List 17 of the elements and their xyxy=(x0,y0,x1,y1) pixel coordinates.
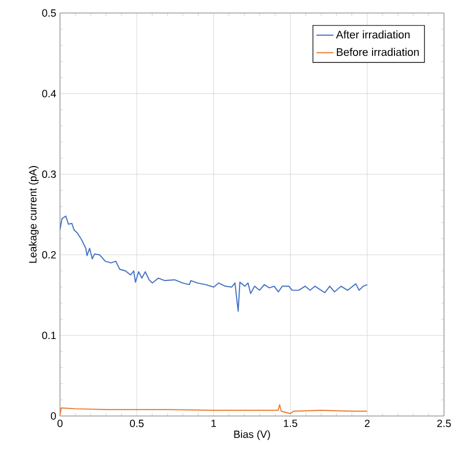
x-tick-label: 1 xyxy=(211,420,216,427)
y-tick-label: 0.3 xyxy=(42,170,56,178)
y-tick-label: 0.5 xyxy=(42,9,56,17)
y-tick-label: 0.4 xyxy=(42,90,56,98)
y-tick-label: 0 xyxy=(50,412,56,420)
x-tick-label: 0 xyxy=(57,420,62,428)
line-series xyxy=(60,216,368,312)
x-axis-title: Bias (V) xyxy=(234,430,270,440)
legend-label: Before irradiation xyxy=(336,48,419,56)
x-tick-label: 1.5 xyxy=(284,420,298,427)
x-tick-label: 2.5 xyxy=(437,420,451,428)
y-tick-label: 0.1 xyxy=(42,332,56,340)
legend-label: After irradiation xyxy=(336,30,410,38)
y-tick-label: 0.2 xyxy=(42,251,56,259)
x-tick-label: 0.5 xyxy=(130,420,144,428)
x-tick-label: 2 xyxy=(364,420,370,427)
y-axis-title: Leakage current (pA) xyxy=(28,166,39,263)
